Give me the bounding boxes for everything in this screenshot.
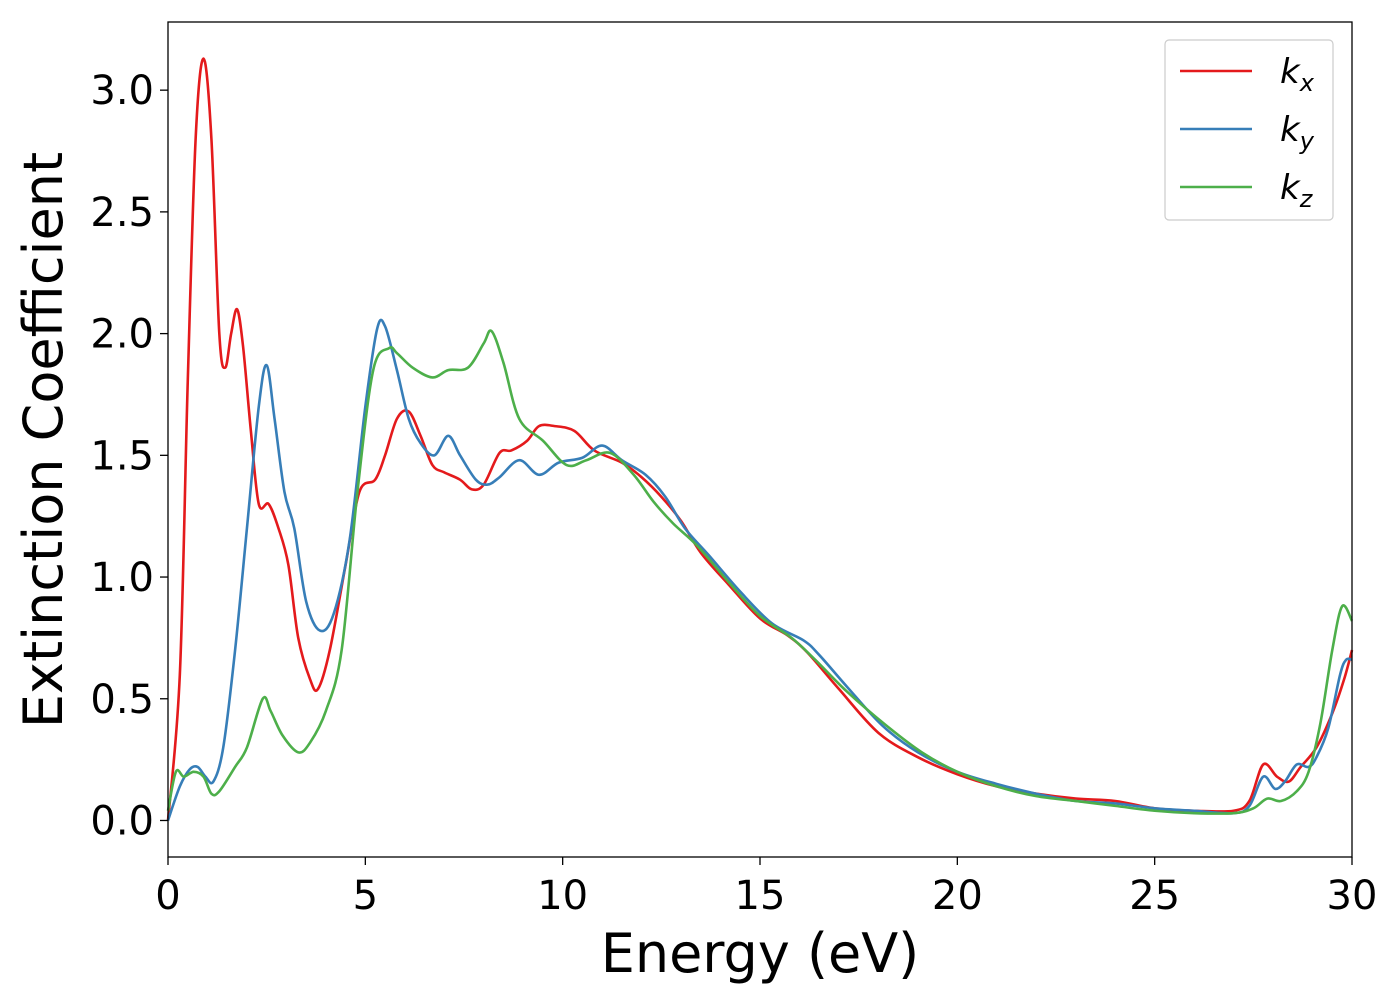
y-tick-label: 1.0	[90, 555, 154, 601]
y-tick-label: 0.5	[90, 677, 154, 723]
series-line-kz	[166, 329, 1354, 815]
x-tick-label: 20	[932, 873, 983, 919]
y-tick-label: 1.5	[90, 433, 154, 479]
plot-lines	[166, 57, 1354, 821]
y-tick-label: 2.0	[90, 312, 154, 358]
x-axis-title: Energy (eV)	[601, 922, 920, 985]
y-tick-label: 3.0	[90, 68, 154, 114]
y-axis: 0.0 0.5 1.0 1.5 2.0 2.5 3.0	[90, 68, 168, 844]
series-line-kx	[166, 57, 1354, 821]
x-tick-label: 10	[537, 873, 588, 919]
x-tick-label: 25	[1129, 873, 1180, 919]
y-tick-label: 0.0	[90, 798, 154, 844]
y-tick-label: 2.5	[90, 190, 154, 236]
x-tick-label: 5	[353, 873, 378, 919]
x-tick-label: 30	[1327, 873, 1378, 919]
x-axis: 0 5 10 15 20 25 30	[155, 857, 1377, 919]
x-tick-label: 0	[155, 873, 180, 919]
x-tick-label: 15	[735, 873, 786, 919]
y-axis-title: Extinction Coefficient	[12, 152, 75, 728]
